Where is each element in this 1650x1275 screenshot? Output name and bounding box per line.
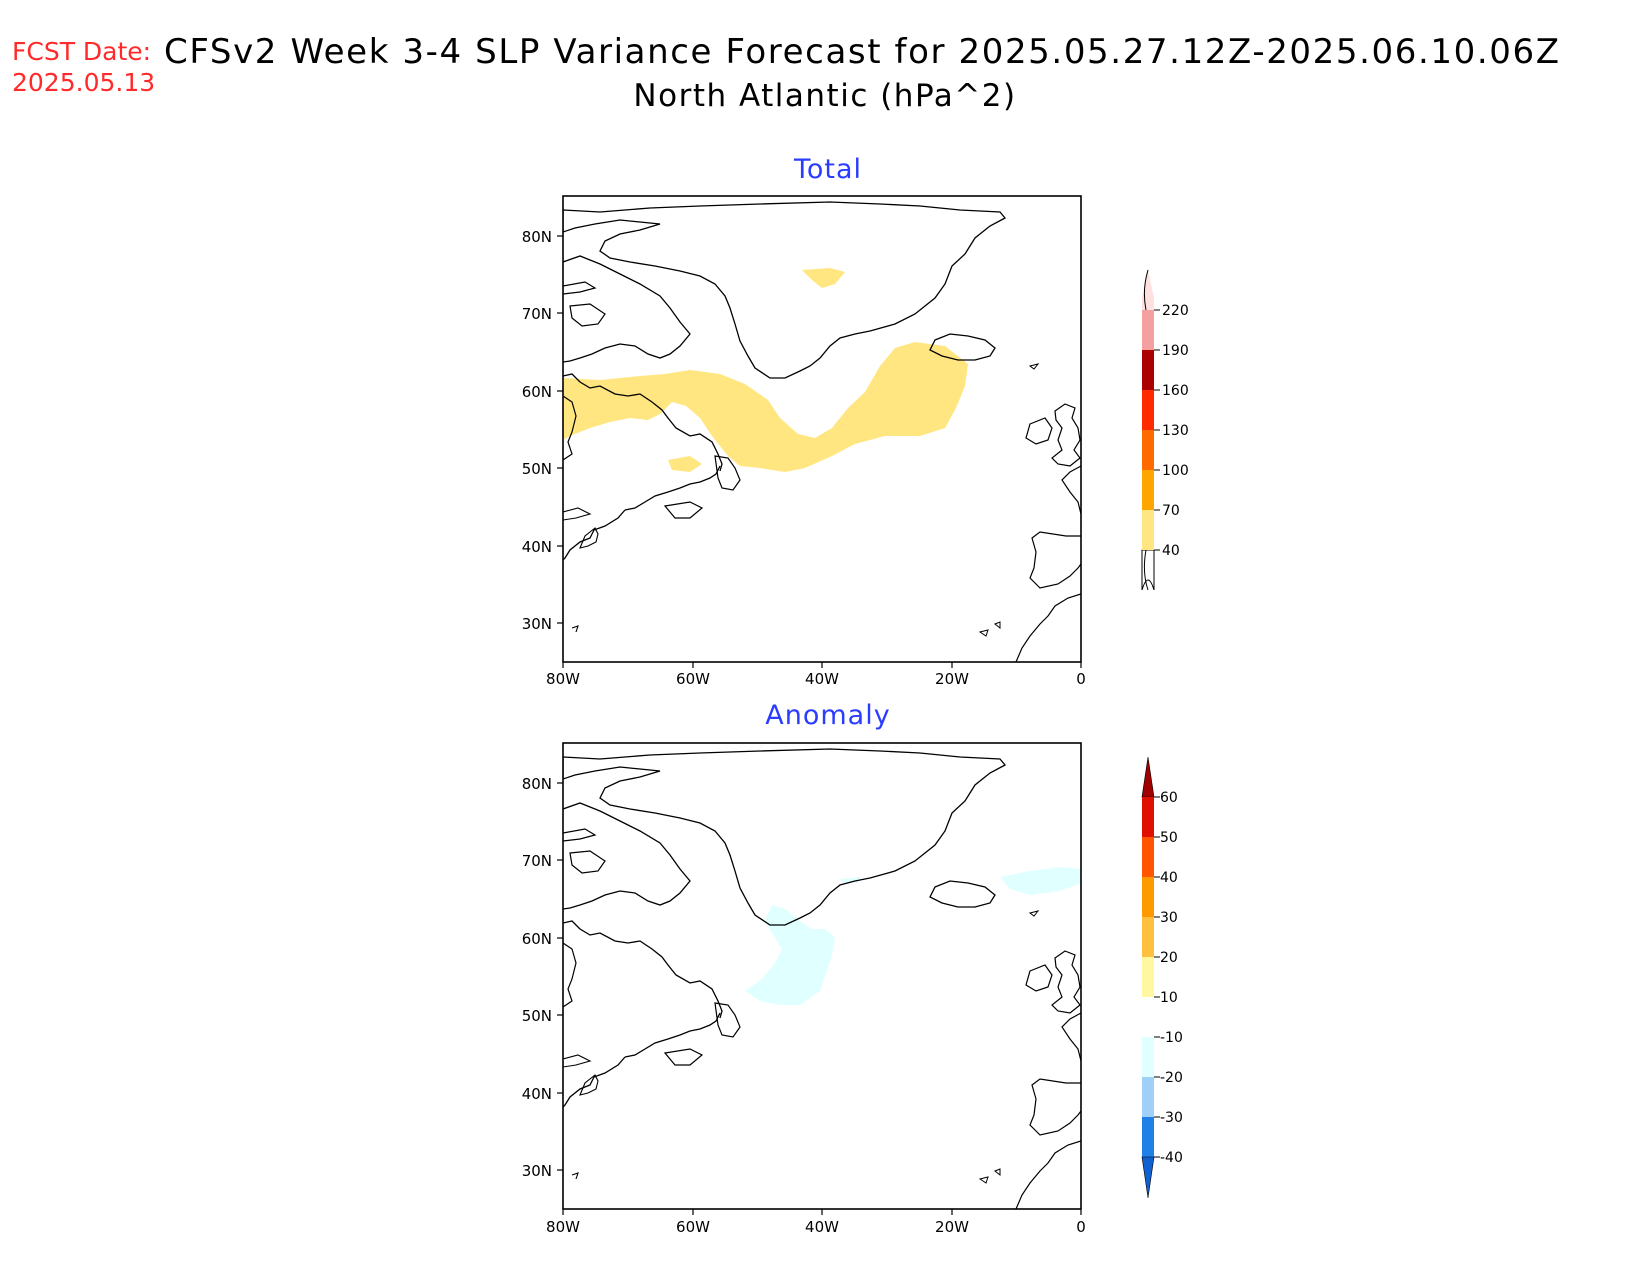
total-lon-label: 40W [805,670,839,688]
anomaly-lon-label: 0 [1076,1218,1086,1236]
anomaly-lat-axis [557,782,563,1171]
anomaly-lon-axis [562,1209,1082,1215]
anomaly-lat-label: 30N [522,1162,552,1180]
total-lat-label: 50N [522,460,552,478]
anomaly-shaded-area [745,905,835,1005]
anomaly-colorbar-label: 50 [1160,830,1178,846]
total-colorbar-label: 100 [1162,463,1189,479]
total-lon-label: 60W [676,670,710,688]
anomaly-lon-label: 60W [676,1218,710,1236]
total-colorbar-label: 220 [1162,303,1189,319]
anomaly-colorbar-label: 20 [1160,950,1178,966]
anomaly-colorbar-label: -30 [1160,1110,1183,1126]
anomaly-colorbar-label: 40 [1160,870,1178,886]
total-lat-label: 40N [522,538,552,556]
anomaly-lat-label: 50N [522,1007,552,1025]
page-subtitle: North Atlantic (hPa^2) [633,78,1017,114]
anomaly-lon-label: 80W [546,1218,580,1236]
total-lat-label: 60N [522,383,552,401]
total-lat-axis [557,235,563,624]
forecast-date-label: FCST Date: [12,37,152,66]
anomaly-colorbar-label: -40 [1160,1150,1183,1166]
anomaly-colorbar-label: -10 [1160,1030,1183,1046]
anomaly-lat-label: 80N [522,775,552,793]
anomaly-lon-label: 20W [935,1218,969,1236]
total-map [563,201,1081,662]
total-lon-label: 80W [546,670,580,688]
total-colorbar-label: 130 [1162,423,1189,439]
total-panel-title: Total [793,154,863,185]
anomaly-lat-label: 40N [522,1085,552,1103]
total-lat-label: 70N [522,305,552,323]
page-title: CFSv2 Week 3-4 SLP Variance Forecast for… [164,32,1561,72]
anomaly-colorbar-label: -20 [1160,1070,1183,1086]
total-lat-label: 80N [522,228,552,246]
anomaly-map [563,748,1081,1209]
forecast-date-value: 2025.05.13 [12,68,156,97]
total-lon-label: 0 [1076,670,1086,688]
total-lon-axis [562,662,1082,668]
anomaly-colorbar-label: 60 [1160,790,1178,806]
total-colorbar [1141,269,1160,591]
anomaly-colorbar-label: 10 [1160,990,1178,1006]
anomaly-colorbar [1141,756,1160,1199]
total-lat-label: 30N [522,615,552,633]
anomaly-panel-title: Anomaly [765,700,891,731]
forecast-date-block: FCST Date: 2025.05.13 [12,36,155,98]
total-map-frame [562,195,1082,663]
total-colorbar-label: 160 [1162,383,1189,399]
total-colorbar-label: 40 [1162,543,1180,559]
total-shaded-band [563,342,968,472]
total-lon-label: 20W [935,670,969,688]
anomaly-lat-label: 60N [522,930,552,948]
total-colorbar-label: 70 [1162,503,1180,519]
anomaly-colorbar-label: 30 [1160,910,1178,926]
anomaly-lon-label: 40W [805,1218,839,1236]
anomaly-lat-label: 70N [522,852,552,870]
total-colorbar-label: 190 [1162,343,1189,359]
